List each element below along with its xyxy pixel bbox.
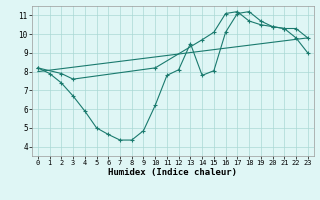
X-axis label: Humidex (Indice chaleur): Humidex (Indice chaleur) <box>108 168 237 177</box>
